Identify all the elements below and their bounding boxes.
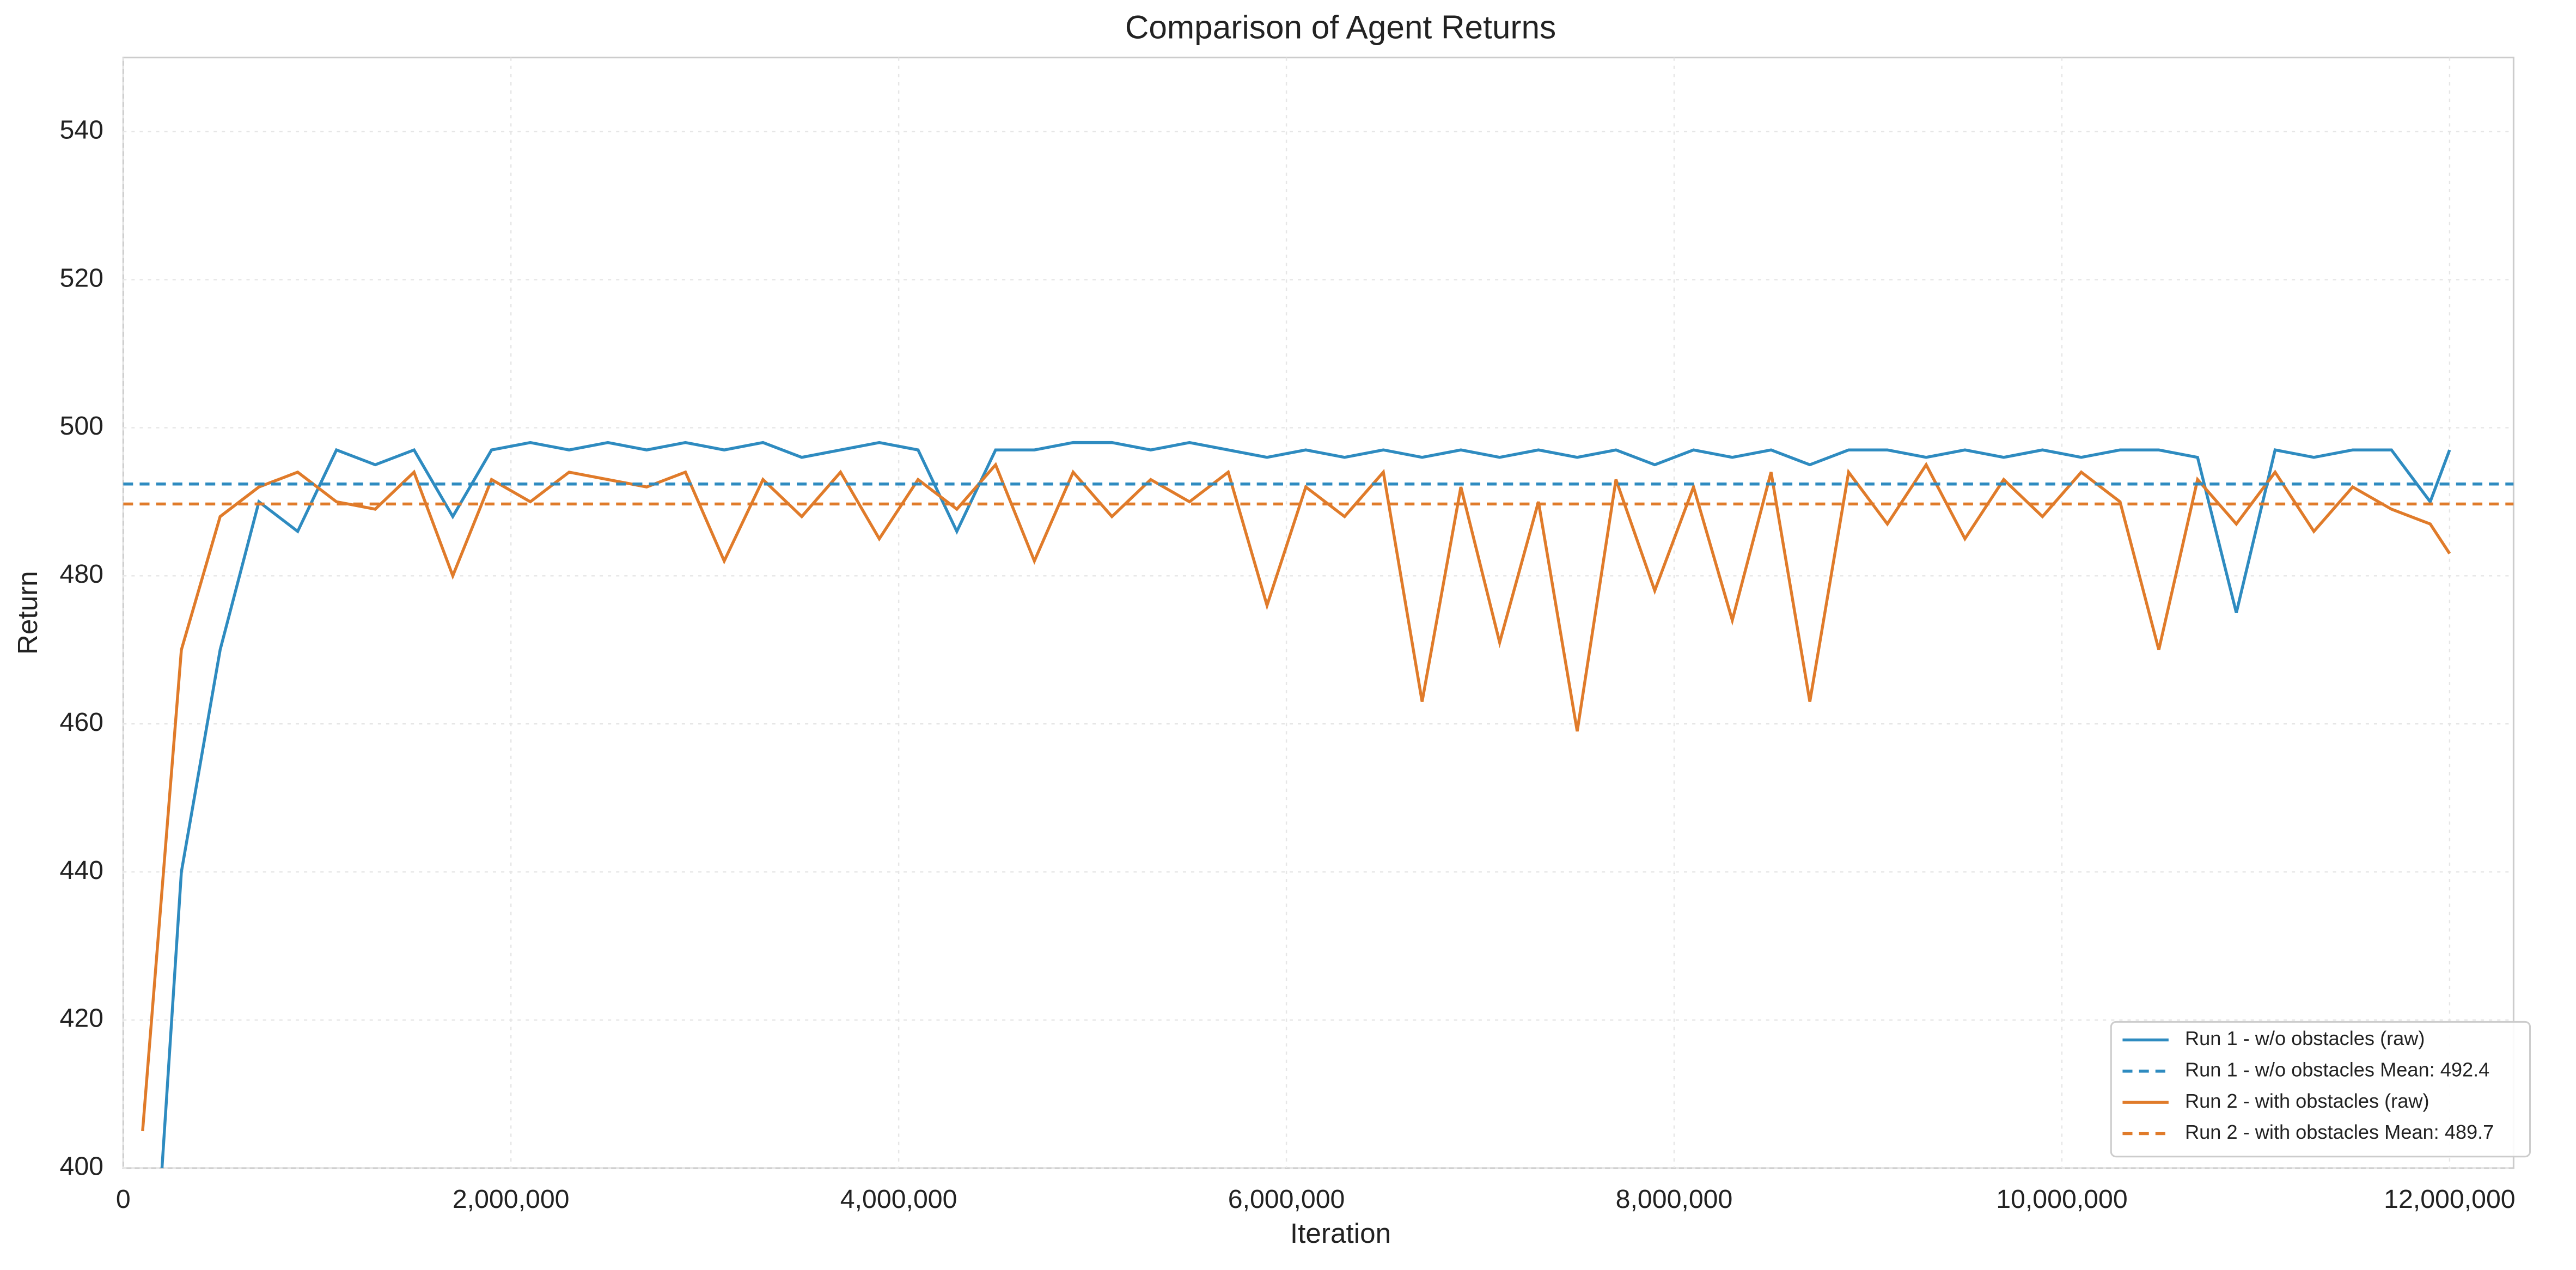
- legend-label: Run 1 - w/o obstacles Mean: 492.4: [2185, 1058, 2489, 1080]
- series-line: [141, 462, 2451, 1132]
- x-tick-label: 8,000,000: [1616, 1184, 1733, 1214]
- chart-title: Comparison of Agent Returns: [1125, 8, 1556, 45]
- x-tick-label: 0: [116, 1184, 131, 1214]
- x-tick-label: 12,000,000: [2384, 1184, 2516, 1214]
- legend: [2110, 1021, 2531, 1158]
- y-tick-label: 540: [60, 115, 104, 144]
- legend-label: Run 2 - with obstacles Mean: 489.7: [2185, 1121, 2494, 1143]
- series-line: [160, 441, 2451, 1168]
- x-axis-label: Iteration: [1290, 1218, 1391, 1249]
- x-tick-label: 4,000,000: [840, 1184, 957, 1214]
- y-axis-label: Return: [12, 571, 43, 655]
- legend-label: Run 1 - w/o obstacles (raw): [2185, 1027, 2425, 1049]
- legend-label: Run 2 - with obstacles (raw): [2185, 1090, 2429, 1112]
- y-tick-label: 440: [60, 856, 104, 885]
- y-tick-label: 520: [60, 263, 104, 292]
- plot-area: [122, 57, 2514, 1169]
- x-tick-label: 10,000,000: [1996, 1184, 2128, 1214]
- y-tick-label: 460: [60, 707, 104, 737]
- y-tick-label: 420: [60, 1004, 104, 1033]
- y-tick-label: 400: [60, 1152, 104, 1181]
- x-tick-label: 6,000,000: [1228, 1184, 1345, 1214]
- y-tick-label: 500: [60, 411, 104, 441]
- x-tick-label: 2,000,000: [453, 1184, 570, 1214]
- y-tick-label: 480: [60, 559, 104, 589]
